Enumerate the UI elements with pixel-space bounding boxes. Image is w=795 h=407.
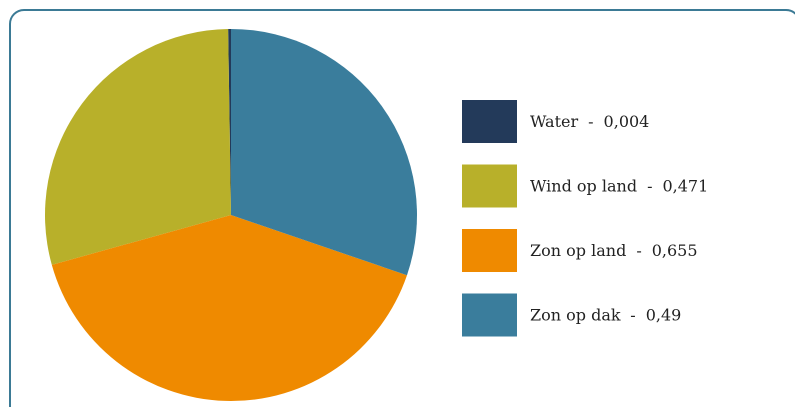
pie-slice <box>228 29 231 215</box>
legend-label: Zon op land -0,655 <box>530 241 698 260</box>
legend-separator: - <box>636 241 641 260</box>
legend-value: 0,655 <box>652 241 698 260</box>
legend-label: Water -0,004 <box>530 112 649 131</box>
pie-slice <box>44 29 231 265</box>
legend-value: 0,004 <box>604 112 650 131</box>
legend-label: Zon op dak -0,49 <box>530 305 681 324</box>
legend-swatch <box>462 229 517 272</box>
legend-separator: - <box>588 112 593 131</box>
legend-separator: - <box>647 176 652 195</box>
legend-name: Zon op dak <box>530 305 621 324</box>
legend-swatch <box>462 100 517 143</box>
legend-name: Zon op land <box>530 241 626 260</box>
legend-name: Water <box>530 112 578 131</box>
legend-swatch <box>462 293 517 337</box>
legend-label: Wind op land -0,471 <box>530 176 708 195</box>
legend-swatch <box>462 164 517 208</box>
pie-slice <box>231 29 417 276</box>
legend-value: 0,49 <box>646 305 682 324</box>
legend-value: 0,471 <box>662 176 708 195</box>
legend-separator: - <box>630 305 635 324</box>
legend-name: Wind op land <box>530 176 637 195</box>
pie-slice <box>51 215 407 401</box>
